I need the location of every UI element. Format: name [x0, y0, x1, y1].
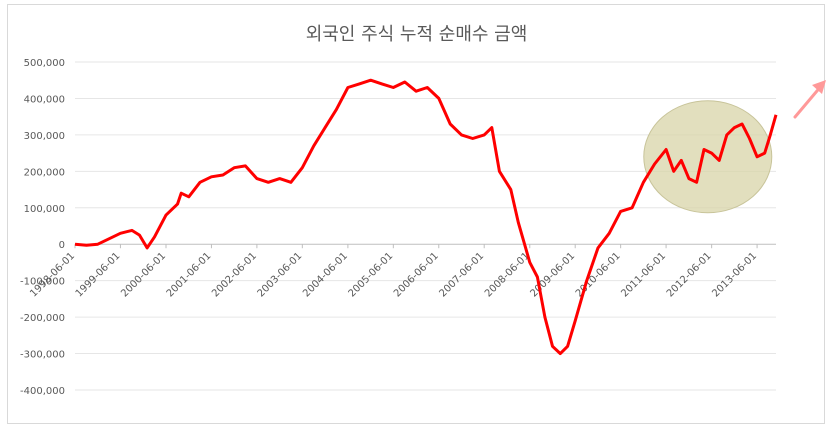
x-tick-label: 1999-06-01 — [74, 251, 123, 300]
x-tick-label: 2007-06-01 — [437, 251, 486, 300]
y-tick-label: -400,000 — [20, 386, 65, 397]
arrow-annotation — [793, 80, 826, 119]
x-tick-label: 2011-06-01 — [619, 251, 668, 300]
x-tick-label: 2005-06-01 — [347, 251, 396, 300]
x-tick-label: 1998-06-01 — [28, 251, 77, 300]
y-tick-label: 0 — [59, 240, 65, 251]
x-tick-label: 2002-06-01 — [210, 251, 259, 300]
arrow-shaft — [793, 83, 824, 119]
x-tick-label: 2000-06-01 — [119, 251, 168, 300]
y-tick-label: -100,000 — [20, 277, 65, 288]
x-axis: 1998-06-011999-06-012000-06-012001-06-01… — [28, 244, 759, 299]
y-axis: -400,000 -300,000 -200,000 -100,000 0 100,000… — [20, 58, 65, 397]
x-tick-label: 2012-06-01 — [665, 251, 714, 300]
x-tick-label: 2001-06-01 — [165, 251, 214, 300]
chart-title: 외국인 주식 누적 순매수 금액 — [305, 24, 528, 45]
y-tick-label: 100,000 — [24, 204, 65, 215]
series-layer — [74, 78, 778, 356]
x-tick-label: 2013-06-01 — [710, 251, 759, 300]
y-tick-label: -200,000 — [20, 313, 65, 324]
y-tick-label: 300,000 — [24, 131, 65, 142]
y-tick-label: -300,000 — [20, 350, 65, 361]
y-tick-label: 200,000 — [24, 167, 65, 178]
y-tick-label: 500,000 — [24, 58, 65, 69]
y-tick-label: 400,000 — [24, 94, 65, 105]
annotations — [643, 80, 826, 214]
arrow-head — [812, 80, 826, 94]
highlight-ellipse — [643, 100, 773, 214]
x-tick-label: 2004-06-01 — [301, 251, 350, 300]
x-tick-label: 2010-06-01 — [574, 251, 623, 300]
x-tick-label: 2003-06-01 — [256, 251, 305, 300]
x-tick-label: 2006-06-01 — [392, 251, 441, 300]
series-line — [74, 78, 778, 356]
x-tick-label: 2008-06-01 — [483, 251, 532, 300]
